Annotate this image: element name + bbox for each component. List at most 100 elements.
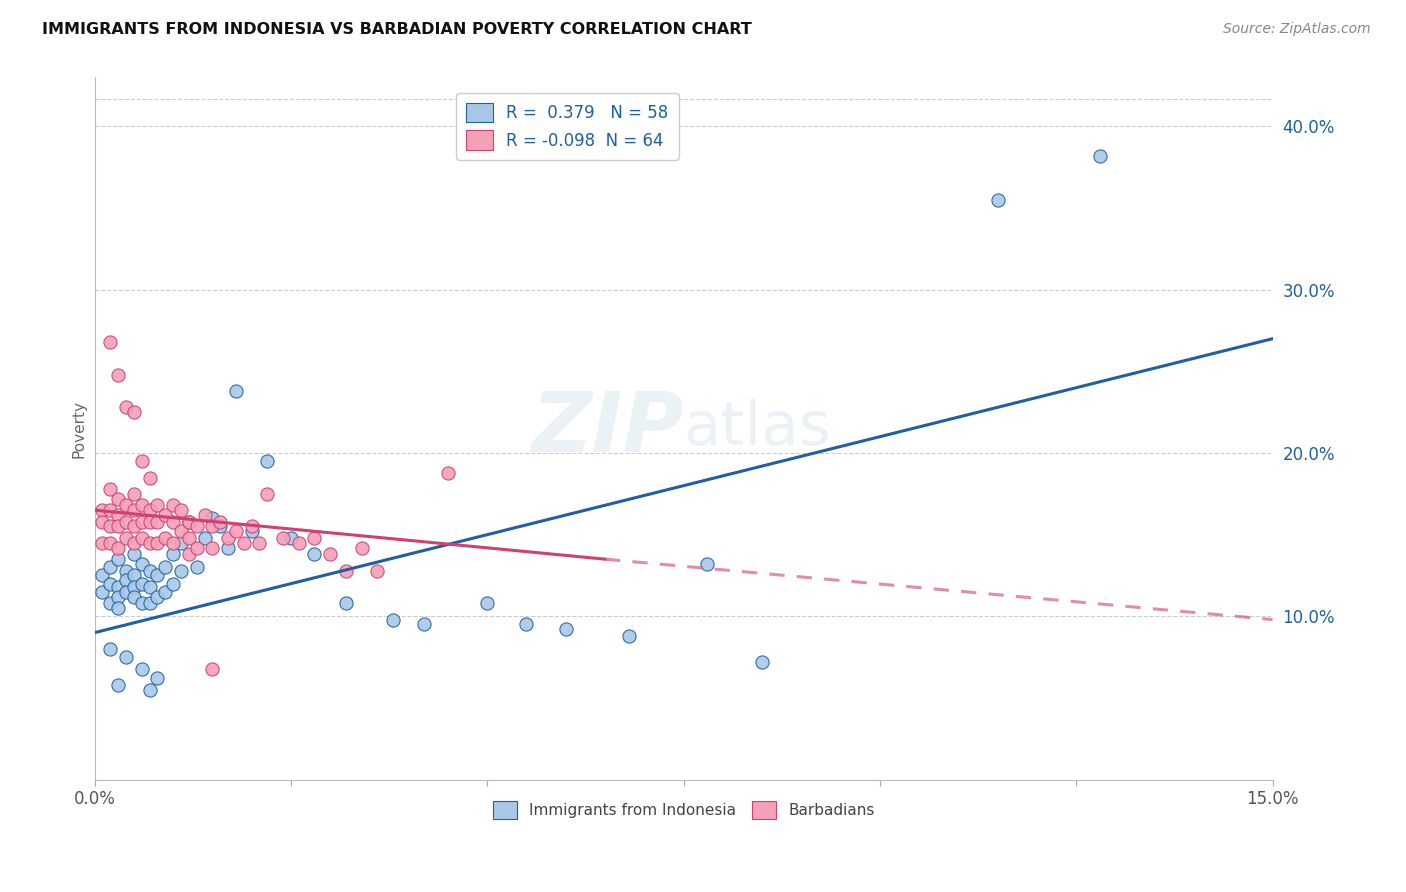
Point: [115, 498, 138, 512]
Point: [131, 662, 153, 676]
Text: Source: ZipAtlas.com: Source: ZipAtlas.com: [1223, 22, 1371, 37]
Text: ZIP: ZIP: [531, 388, 683, 469]
Point: [186, 519, 208, 533]
Point: [350, 541, 373, 555]
Point: [155, 584, 177, 599]
Point: [155, 560, 177, 574]
Point: [107, 508, 129, 522]
Point: [201, 519, 224, 533]
Point: [115, 584, 138, 599]
Point: [413, 617, 436, 632]
Point: [98, 536, 121, 550]
Point: [170, 536, 193, 550]
Point: [170, 503, 193, 517]
Point: [280, 531, 302, 545]
Point: [107, 552, 129, 566]
Point: [382, 613, 405, 627]
Point: [91, 536, 114, 550]
Point: [122, 405, 145, 419]
Y-axis label: Poverty: Poverty: [72, 400, 86, 458]
Point: [193, 508, 215, 522]
Point: [186, 541, 208, 555]
Point: [138, 536, 160, 550]
Point: [98, 576, 121, 591]
Point: [335, 564, 357, 578]
Point: [170, 524, 193, 539]
Point: [122, 503, 145, 517]
Point: [131, 454, 153, 468]
Point: [131, 557, 153, 571]
Point: [201, 511, 224, 525]
Legend: Immigrants from Indonesia, Barbadians: Immigrants from Indonesia, Barbadians: [486, 795, 880, 824]
Point: [304, 547, 326, 561]
Point: [1088, 149, 1111, 163]
Point: [696, 557, 718, 571]
Point: [162, 576, 184, 591]
Point: [240, 524, 263, 539]
Point: [232, 536, 254, 550]
Point: [271, 531, 294, 545]
Point: [335, 596, 357, 610]
Point: [319, 547, 342, 561]
Point: [162, 536, 184, 550]
Point: [122, 568, 145, 582]
Point: [146, 671, 169, 685]
Point: [115, 531, 138, 545]
Point: [122, 536, 145, 550]
Point: [177, 515, 200, 529]
Point: [98, 596, 121, 610]
Point: [107, 601, 129, 615]
Point: [209, 519, 232, 533]
Point: [115, 650, 138, 665]
Point: [366, 564, 388, 578]
Point: [217, 541, 239, 555]
Point: [617, 629, 640, 643]
Point: [287, 536, 309, 550]
Point: [122, 590, 145, 604]
Point: [515, 617, 537, 632]
Point: [131, 596, 153, 610]
Point: [162, 547, 184, 561]
Point: [138, 596, 160, 610]
Point: [115, 515, 138, 529]
Point: [177, 531, 200, 545]
Point: [107, 368, 129, 382]
Point: [122, 519, 145, 533]
Point: [115, 401, 138, 415]
Point: [107, 678, 129, 692]
Point: [98, 642, 121, 657]
Point: [201, 541, 224, 555]
Point: [138, 580, 160, 594]
Point: [98, 334, 121, 349]
Point: [122, 580, 145, 594]
Point: [98, 560, 121, 574]
Point: [155, 531, 177, 545]
Point: [107, 491, 129, 506]
Point: [138, 682, 160, 697]
Point: [554, 623, 576, 637]
Point: [162, 515, 184, 529]
Point: [107, 541, 129, 555]
Point: [115, 574, 138, 588]
Point: [122, 487, 145, 501]
Point: [437, 466, 460, 480]
Point: [131, 531, 153, 545]
Point: [225, 524, 247, 539]
Point: [91, 584, 114, 599]
Point: [304, 531, 326, 545]
Text: atlas: atlas: [683, 399, 831, 458]
Point: [131, 515, 153, 529]
Point: [131, 498, 153, 512]
Point: [138, 470, 160, 484]
Point: [91, 568, 114, 582]
Point: [209, 515, 232, 529]
Point: [107, 590, 129, 604]
Point: [201, 662, 224, 676]
Point: [751, 655, 773, 669]
Point: [146, 536, 169, 550]
Point: [162, 498, 184, 512]
Point: [131, 576, 153, 591]
Point: [146, 590, 169, 604]
Point: [138, 515, 160, 529]
Point: [193, 531, 215, 545]
